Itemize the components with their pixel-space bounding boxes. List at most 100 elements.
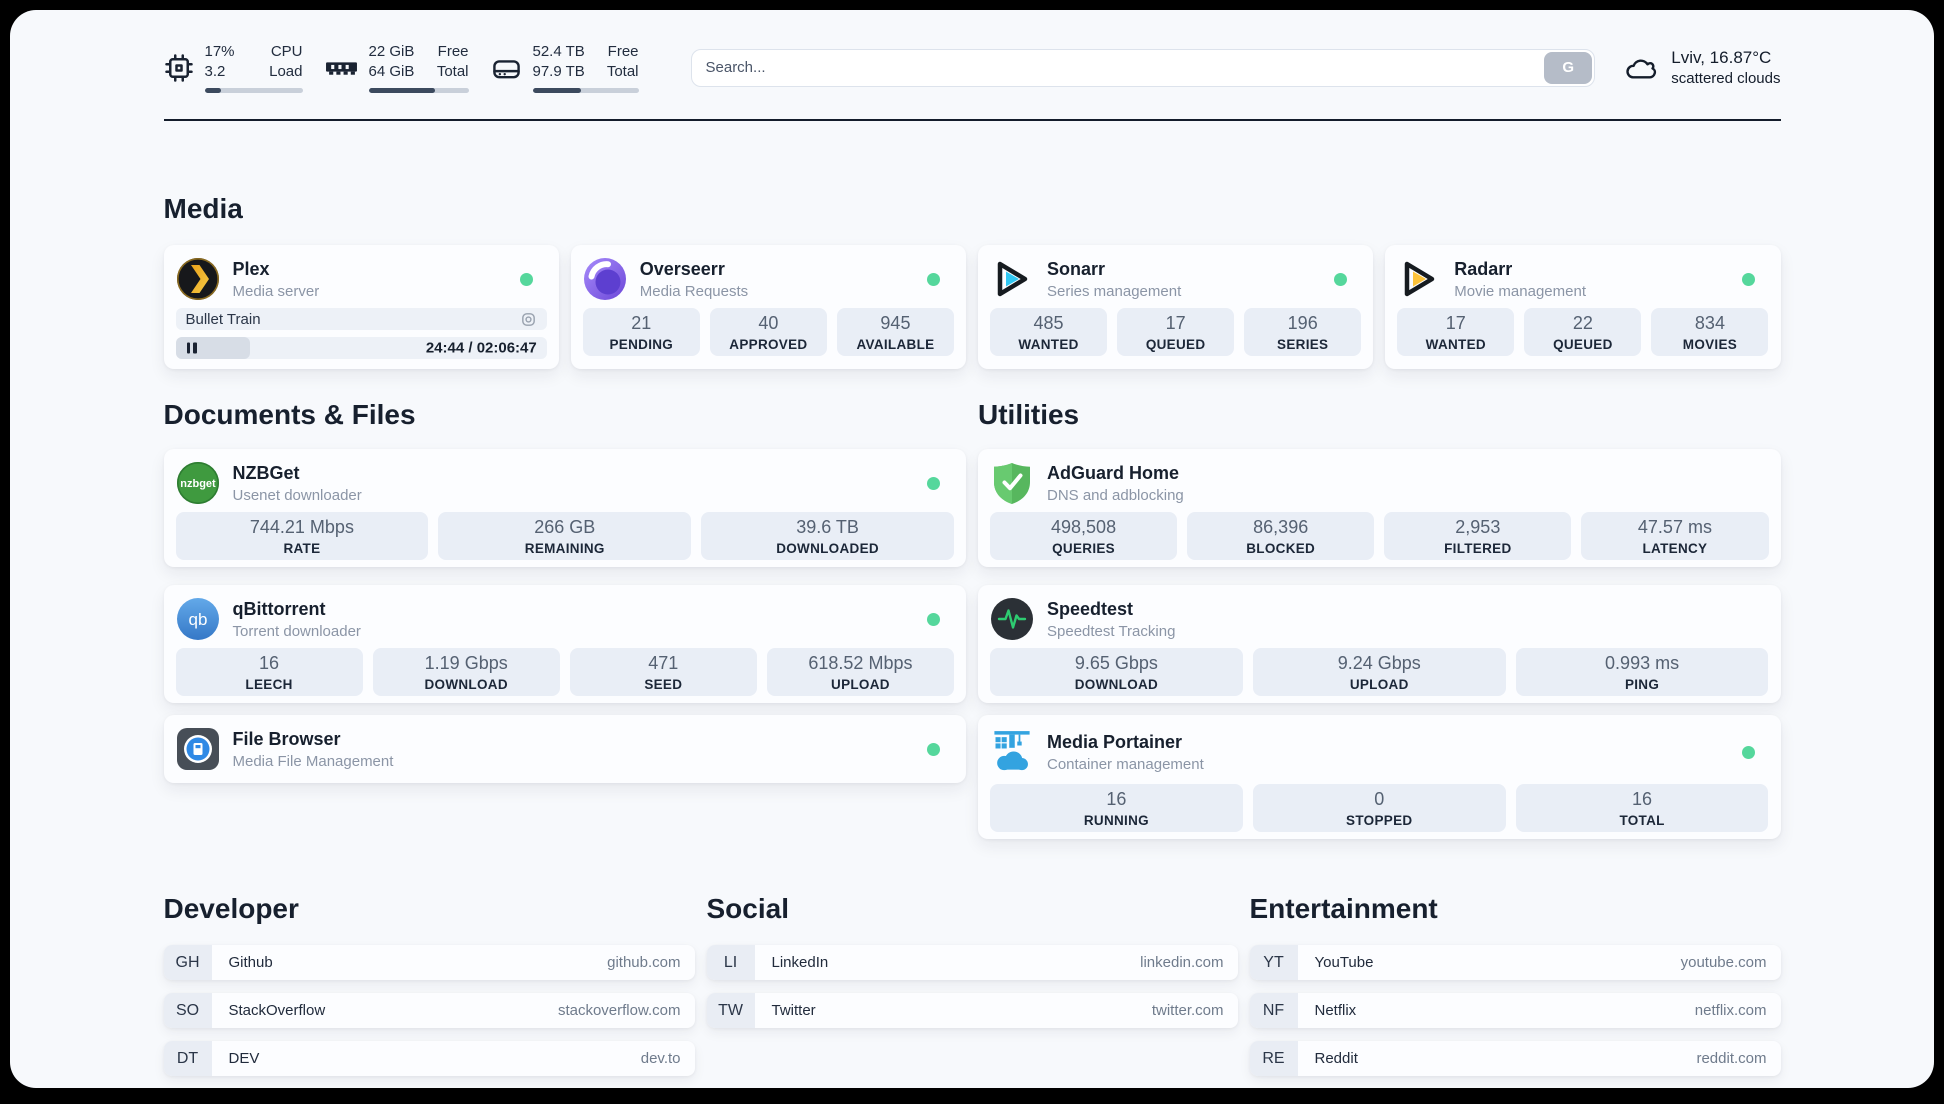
stat-box: 47.57 ms LATENCY bbox=[1581, 512, 1769, 560]
app-title: File Browser bbox=[232, 728, 341, 749]
link-name: Github bbox=[228, 954, 273, 971]
stat-value: 16 bbox=[1106, 788, 1127, 809]
stat-box: 945 AVAILABLE bbox=[836, 308, 954, 356]
now-playing-row: Bullet Train bbox=[175, 308, 547, 330]
link-url: netflix.com bbox=[1694, 1002, 1767, 1019]
stat-label: SERIES bbox=[1277, 336, 1329, 352]
link-youtube[interactable]: YT YouTube youtube.com bbox=[1249, 945, 1781, 980]
link-reddit[interactable]: RE Reddit reddit.com bbox=[1249, 1041, 1781, 1076]
plex-card[interactable]: Plex Media server Bullet Train 24:44 / 0… bbox=[163, 245, 559, 369]
nzbget-card[interactable]: nzbget NZBGet Usenet downloader 744.21 M… bbox=[163, 449, 966, 567]
app-subtitle: Usenet downloader bbox=[232, 486, 362, 504]
stat-value: 47.57 ms bbox=[1637, 516, 1712, 537]
link-name: Netflix bbox=[1314, 1002, 1357, 1019]
svg-text:nzbget: nzbget bbox=[180, 478, 216, 490]
qbittorrent-icon: qb bbox=[176, 598, 219, 640]
stat-label: RATE bbox=[283, 540, 321, 556]
link-url: dev.to bbox=[640, 1050, 681, 1067]
link-github[interactable]: GH Github github.com bbox=[163, 945, 695, 980]
dashboard-page: 17% 3.2 CPU Load bbox=[10, 10, 1934, 1088]
app-subtitle: DNS and adblocking bbox=[1047, 486, 1184, 504]
stat-value: 0.993 ms bbox=[1605, 652, 1680, 673]
app-subtitle: Media server bbox=[232, 282, 320, 300]
link-abbr: GH bbox=[163, 945, 212, 980]
radarr-card[interactable]: Radarr Movie management 17 WANTED 22 QUEUE… bbox=[1385, 245, 1781, 369]
link-abbr: YT bbox=[1249, 945, 1298, 980]
disk-total-value: 97.9 TB bbox=[532, 63, 585, 80]
radarr-icon bbox=[1405, 261, 1435, 297]
sonarr-card[interactable]: Sonarr Series management 485 WANTED 17 QUE… bbox=[978, 245, 1374, 369]
stat-value: 266 GB bbox=[534, 516, 596, 537]
qbittorrent-card[interactable]: qb qBittorrent Torrent downloader 16 LEEC… bbox=[163, 585, 966, 703]
stat-value: 485 bbox=[1033, 312, 1064, 333]
stat-value: 17 bbox=[1165, 312, 1186, 333]
stat-box: 485 WANTED bbox=[990, 308, 1108, 356]
disk-free-label: Free bbox=[607, 43, 639, 60]
stat-box: 2,953 FILTERED bbox=[1384, 512, 1572, 560]
link-twitter[interactable]: TW Twitter twitter.com bbox=[706, 993, 1238, 1028]
cloud-icon bbox=[1626, 58, 1657, 79]
stat-label: UPLOAD bbox=[831, 676, 890, 692]
weather-widget: Lviv, 16.87°C scattered clouds bbox=[1621, 48, 1781, 87]
status-dot bbox=[927, 612, 940, 626]
section-media: Media Plex Media server Bullet Train bbox=[163, 193, 1781, 369]
link-url: youtube.com bbox=[1680, 954, 1767, 971]
stat-value: 945 bbox=[880, 312, 911, 333]
stat-label: PING bbox=[1624, 676, 1660, 692]
link-linkedin[interactable]: LI LinkedIn linkedin.com bbox=[706, 945, 1238, 980]
speedtest-card[interactable]: Speedtest Speedtest Tracking 9.65 Gbps DO… bbox=[978, 585, 1781, 703]
link-netflix[interactable]: NF Netflix netflix.com bbox=[1249, 993, 1781, 1028]
link-url: stackoverflow.com bbox=[557, 1002, 681, 1019]
stat-box: 0.993 ms PING bbox=[1515, 648, 1769, 696]
stat-value: 834 bbox=[1694, 312, 1725, 333]
app-title: qBittorrent bbox=[232, 598, 326, 619]
stat-label: BLOCKED bbox=[1246, 540, 1316, 556]
section-social: Social LI LinkedIn linkedin.com TW Twitt… bbox=[706, 893, 1238, 1041]
link-stackoverflow[interactable]: SO StackOverflow stackoverflow.com bbox=[163, 993, 695, 1028]
adguard-card[interactable]: AdGuard Home DNS and adblocking 498,508 Q… bbox=[978, 449, 1781, 567]
memory-usage-widget: 22 GiB 64 GiB Free Total bbox=[325, 42, 469, 93]
stat-box: 9.65 Gbps DOWNLOAD bbox=[990, 648, 1243, 696]
stat-box: 196 SERIES bbox=[1244, 308, 1362, 356]
stat-label: STOPPED bbox=[1346, 812, 1413, 828]
search-engine-button[interactable]: G bbox=[1544, 51, 1593, 84]
stat-label: TOTAL bbox=[1619, 812, 1665, 828]
filebrowser-card[interactable]: File Browser Media File Management bbox=[163, 715, 966, 783]
disk-icon bbox=[492, 60, 520, 79]
stat-label: UPLOAD bbox=[1349, 676, 1409, 692]
status-dot bbox=[1741, 272, 1755, 286]
stat-box: 618.52 Mbps UPLOAD bbox=[766, 648, 954, 696]
cpu-icon bbox=[164, 53, 193, 82]
cpu-progress-bar bbox=[204, 88, 303, 93]
stat-value: 2,953 bbox=[1455, 516, 1501, 537]
stat-label: RUNNING bbox=[1083, 812, 1149, 828]
load-label: Load bbox=[269, 63, 303, 80]
link-abbr: RE bbox=[1249, 1041, 1298, 1076]
stat-box: 16 RUNNING bbox=[990, 784, 1243, 832]
search-bar: G bbox=[690, 48, 1596, 87]
playback-progress-bar: 24:44 / 02:06:47 bbox=[175, 337, 547, 359]
stat-value: 22 bbox=[1572, 312, 1593, 333]
search-input[interactable] bbox=[690, 48, 1596, 87]
stat-box: 1.19 Gbps DOWNLOAD bbox=[372, 648, 560, 696]
overseerr-card[interactable]: Overseerr Media Requests 21 PENDING 40 APP… bbox=[570, 245, 966, 369]
stat-box: 16 TOTAL bbox=[1515, 784, 1769, 832]
portainer-card[interactable]: Media Portainer Container management 16 R… bbox=[978, 715, 1781, 839]
ram-free-label: Free bbox=[437, 43, 469, 60]
stat-box: 498,508 QUERIES bbox=[990, 512, 1178, 560]
link-abbr: NF bbox=[1249, 993, 1298, 1028]
cpu-label: CPU bbox=[270, 43, 303, 60]
link-name: YouTube bbox=[1314, 954, 1374, 971]
top-bar: 17% 3.2 CPU Load bbox=[164, 42, 1781, 93]
stat-value: 9.65 Gbps bbox=[1074, 652, 1158, 673]
link-dev[interactable]: DT DEV dev.to bbox=[163, 1041, 695, 1076]
stat-box: 471 SEED bbox=[569, 648, 757, 696]
stat-box: 16 LEECH bbox=[175, 648, 363, 696]
cpu-percent: 17% bbox=[204, 43, 235, 60]
sonarr-icon bbox=[997, 261, 1028, 297]
ram-total-label: Total bbox=[436, 63, 469, 80]
stat-value: 17 bbox=[1445, 312, 1466, 333]
speedtest-icon bbox=[991, 598, 1033, 640]
stat-box: 22 QUEUED bbox=[1524, 308, 1642, 356]
status-dot bbox=[1741, 745, 1755, 759]
